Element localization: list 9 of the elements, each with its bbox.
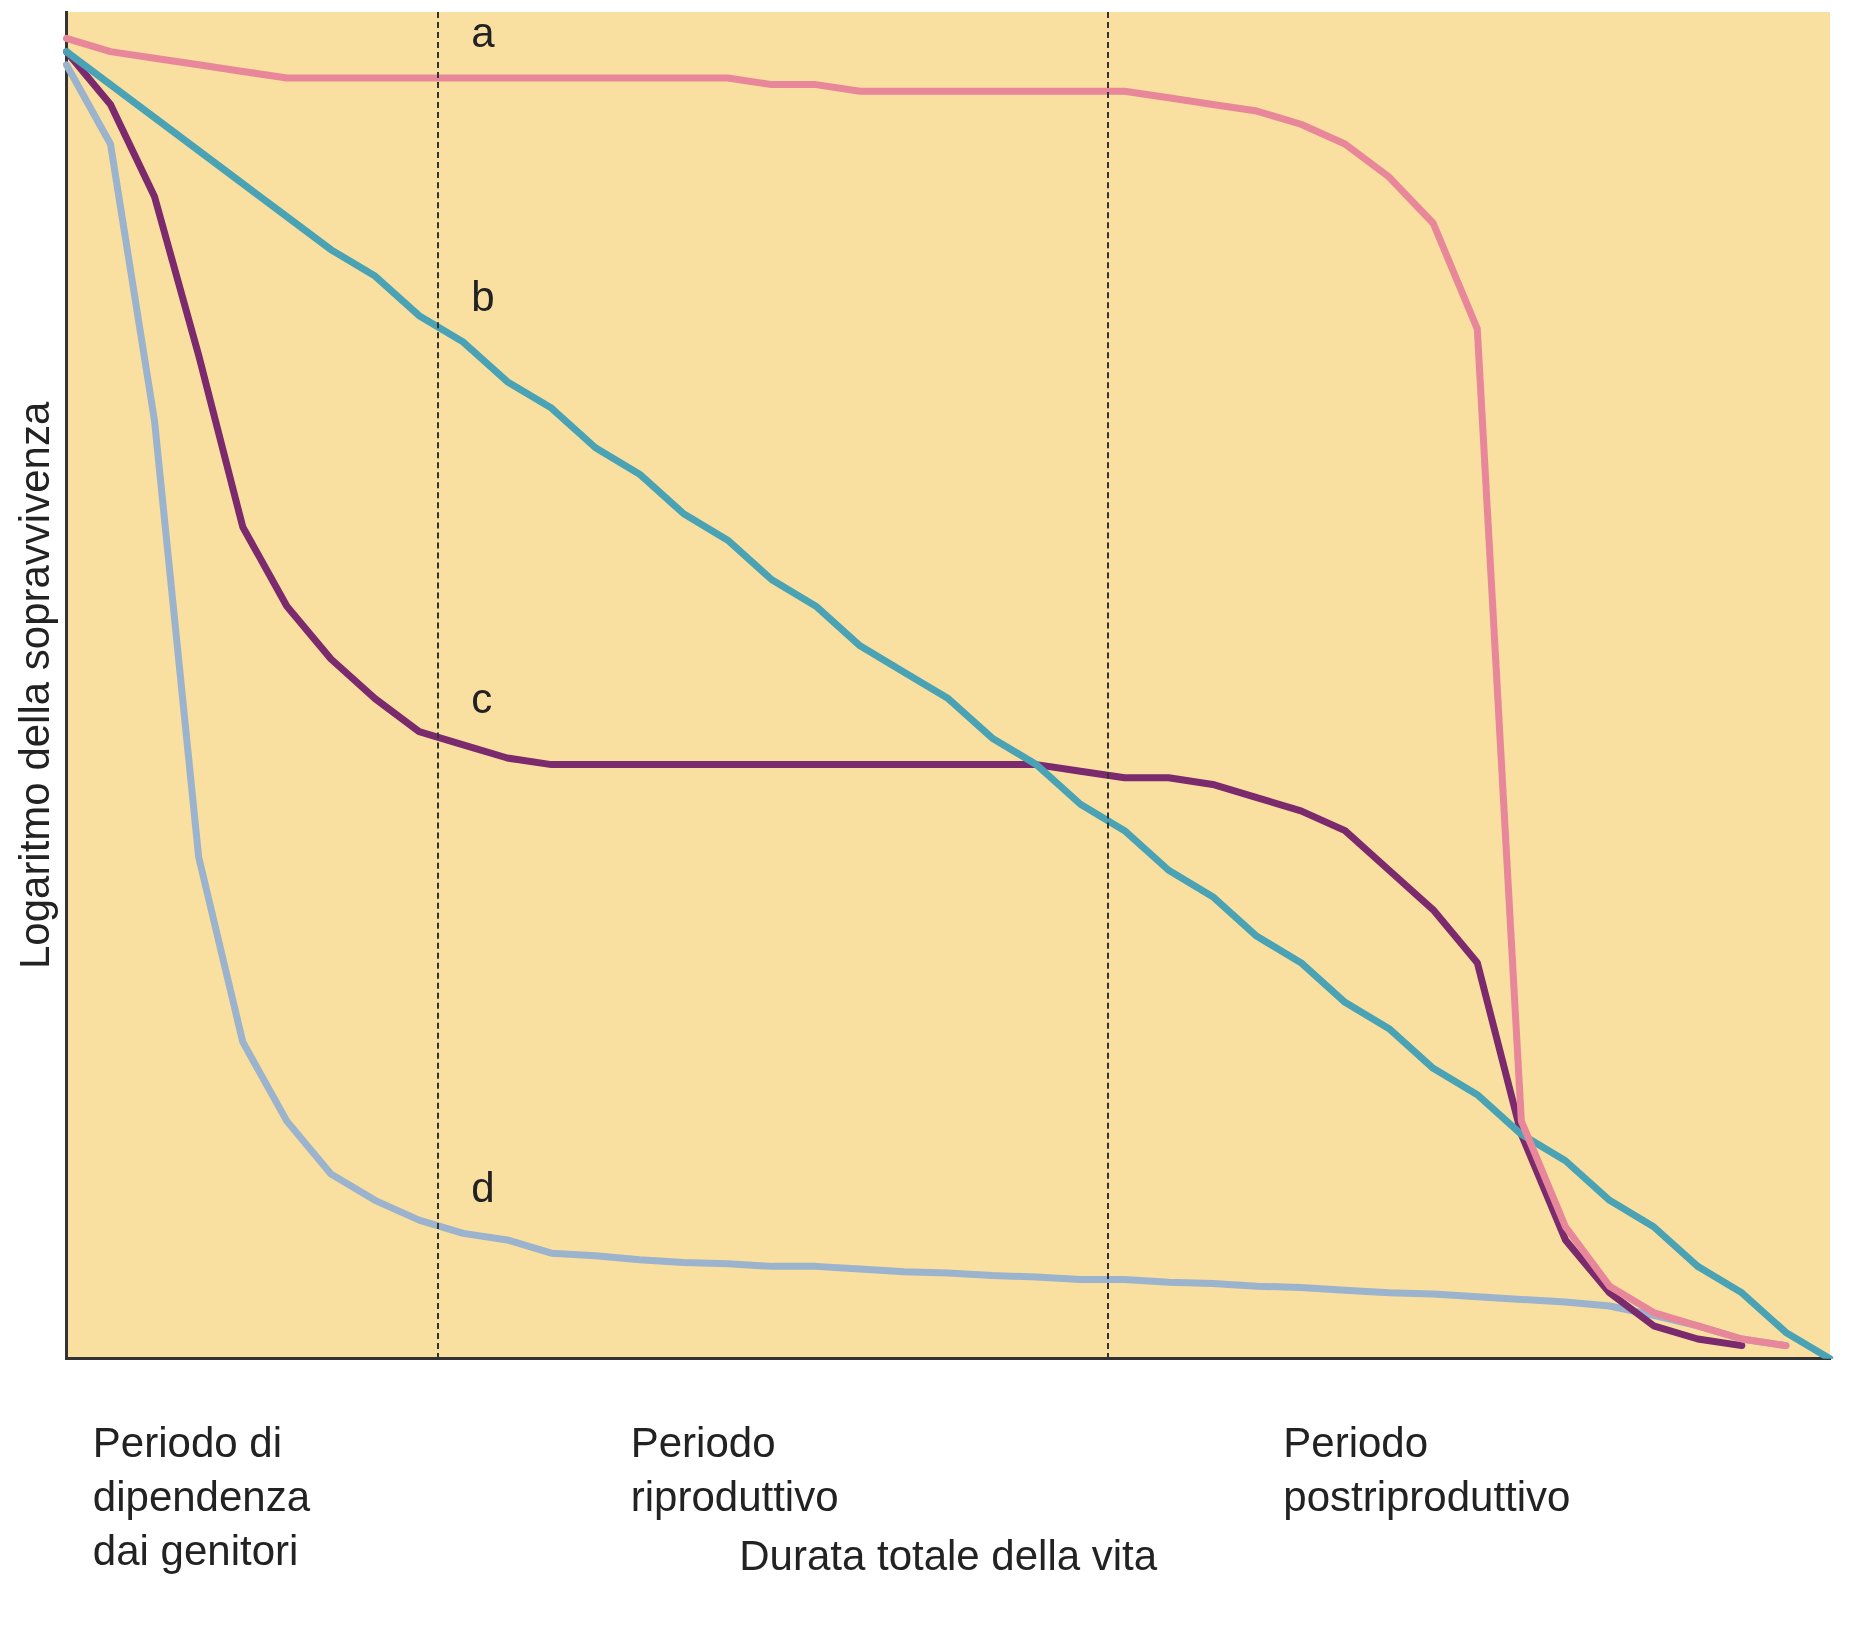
- text: Periodo di dipendenza dai genitori: [92, 1418, 312, 1576]
- y-axis-title: Logaritmo della sopravvivenza: [10, 401, 58, 970]
- series-label: b: [471, 272, 495, 320]
- series-label: a: [471, 8, 496, 56]
- series-label: d: [471, 1163, 495, 1211]
- series-label: c: [471, 675, 493, 723]
- text: Periodo postriproduttivo: [1283, 1418, 1572, 1522]
- text: Periodo riproduttivo: [630, 1418, 840, 1522]
- x-axis-title: Durata totale della vita: [739, 1531, 1158, 1581]
